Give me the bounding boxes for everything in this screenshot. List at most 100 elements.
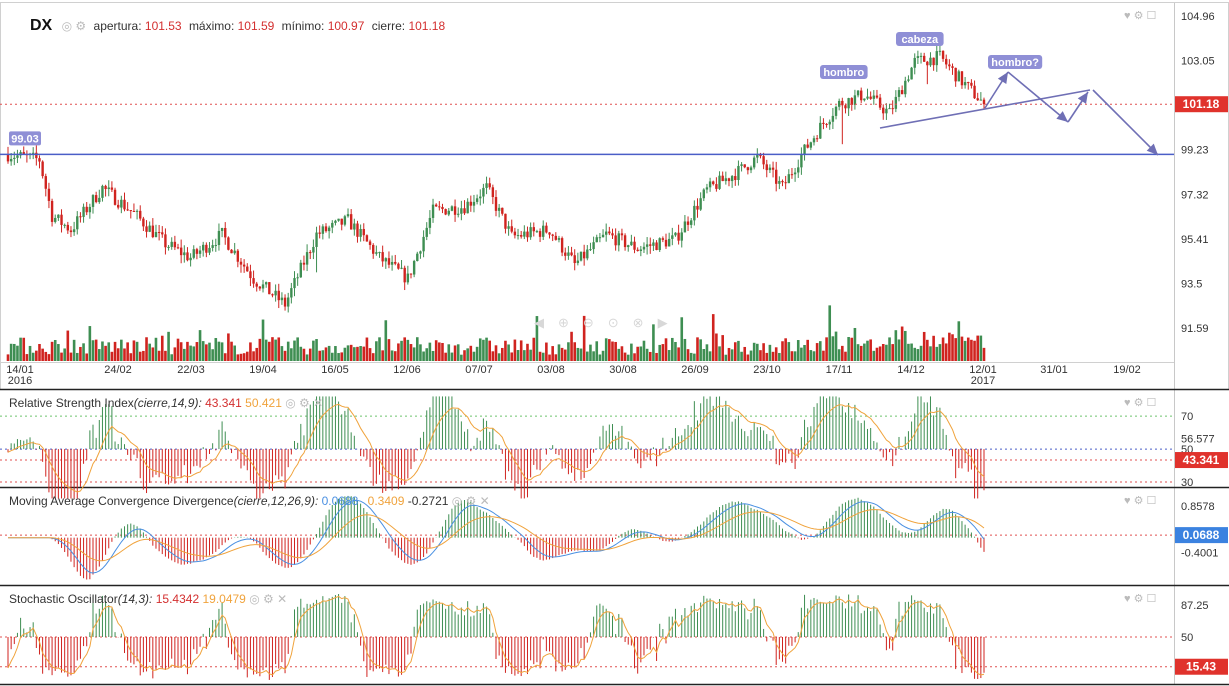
candle-body	[151, 225, 155, 238]
heart-icon[interactable]: ♥ ⚙ ☐	[1124, 10, 1157, 22]
candle-body	[853, 95, 857, 105]
volume-bar	[409, 344, 413, 361]
candle-body	[888, 108, 891, 110]
volume-bar	[545, 342, 548, 361]
candle-body	[749, 167, 753, 171]
volume-bar	[283, 350, 287, 361]
gear-icon[interactable]: ⚙	[75, 19, 87, 33]
volume-bar	[255, 347, 259, 361]
volume-bar	[192, 346, 196, 361]
eye-icon[interactable]: ◎	[61, 19, 73, 33]
candle-body	[734, 176, 737, 180]
zoom-toolbar-icon[interactable]: ◀⊕⊖⊙⊗▶	[534, 315, 682, 330]
candle-body	[699, 198, 702, 210]
candle-body	[806, 144, 809, 148]
volume-bar	[916, 349, 920, 361]
candle-body	[797, 167, 800, 173]
macd-tick: -0.4001	[1181, 547, 1218, 559]
price-tick: 95.41	[1181, 234, 1209, 246]
candle-body	[916, 56, 920, 58]
candle-body	[283, 297, 287, 307]
candle-body	[161, 232, 164, 235]
volume-bar	[897, 339, 901, 361]
volume-bar	[299, 346, 303, 361]
candle-body	[255, 283, 258, 287]
candle-body	[661, 238, 665, 240]
candle-body	[261, 284, 265, 289]
volume-bar	[485, 337, 488, 361]
stoch-eye-icon[interactable]: ◎ ⚙ ✕	[249, 592, 288, 606]
volume-bar	[617, 348, 621, 361]
rsi-panel-icons[interactable]: ♥ ⚙ ☐	[1124, 397, 1157, 409]
macd-tag: 0.0688	[1183, 528, 1220, 542]
candle-body	[208, 247, 211, 253]
volume-bar	[604, 338, 608, 361]
volume-bar	[922, 331, 926, 361]
candle-body	[592, 242, 595, 250]
candle-body	[856, 90, 860, 96]
candle-body	[290, 288, 293, 298]
volume-bar	[164, 350, 167, 361]
volume-bar	[894, 330, 898, 361]
candle-body	[299, 262, 302, 278]
volume-bar	[529, 349, 532, 361]
candle-body	[233, 250, 236, 254]
volume-bar	[620, 346, 624, 361]
time-tick: 12/01	[969, 364, 997, 376]
volume-bar	[214, 338, 218, 361]
candle-body	[639, 249, 643, 251]
volume-bar	[453, 345, 457, 361]
candle-body	[79, 216, 82, 218]
volume-bar	[425, 348, 429, 361]
candle-body	[120, 199, 123, 208]
candle-body	[913, 57, 916, 68]
macd-panel-icons[interactable]: ♥ ⚙ ☐	[1124, 495, 1157, 507]
stoch-panel-icons[interactable]: ♥ ⚙ ☐	[1124, 593, 1157, 605]
candle-body	[932, 57, 935, 66]
time-tick: 31/01	[1040, 364, 1068, 376]
candle-body	[834, 106, 838, 116]
candle-body	[894, 96, 898, 109]
candle-body	[88, 206, 92, 213]
candle-body	[790, 174, 794, 176]
volume-bar	[312, 340, 315, 361]
volume-bar	[170, 354, 174, 361]
volume-bar	[711, 314, 715, 361]
rsi-eye-icon[interactable]: ◎ ⚙ ✕	[285, 396, 324, 410]
candle-body	[510, 226, 513, 232]
candle-body	[957, 71, 961, 82]
volume-bar	[579, 348, 583, 361]
candle-body	[258, 286, 262, 289]
candle-body	[800, 154, 803, 168]
candle-body	[504, 213, 507, 229]
candle-body	[220, 227, 224, 231]
volume-bar	[724, 354, 728, 361]
volume-bar	[142, 350, 145, 361]
volume-bar	[872, 350, 876, 361]
volume-bar	[362, 346, 366, 361]
hombro-left-label: hombro	[823, 67, 864, 79]
volume-bar	[12, 343, 16, 361]
volume-bar	[368, 348, 372, 361]
candle-body	[66, 224, 70, 231]
volume-bar	[727, 347, 731, 361]
volume-bar	[929, 346, 932, 361]
candle-body	[129, 210, 132, 212]
macd-eye-icon[interactable]: ◎ ⚙ ✕	[451, 494, 490, 508]
candle-body	[897, 90, 901, 97]
candle-body	[309, 252, 312, 254]
candle-body	[94, 195, 98, 203]
candle-body	[365, 235, 369, 242]
volume-bar	[674, 341, 677, 361]
hombro-right-label: hombro?	[991, 57, 1039, 69]
volume-bar	[378, 337, 381, 361]
rsi-tag-bg	[1175, 452, 1228, 469]
candle-body	[236, 250, 240, 262]
volume-bar	[110, 351, 114, 361]
volume-bar	[258, 338, 262, 361]
candle-body	[929, 57, 932, 66]
candle-body	[353, 223, 356, 230]
hombro-right-label-bg	[988, 55, 1043, 69]
volume-bar	[19, 337, 22, 361]
